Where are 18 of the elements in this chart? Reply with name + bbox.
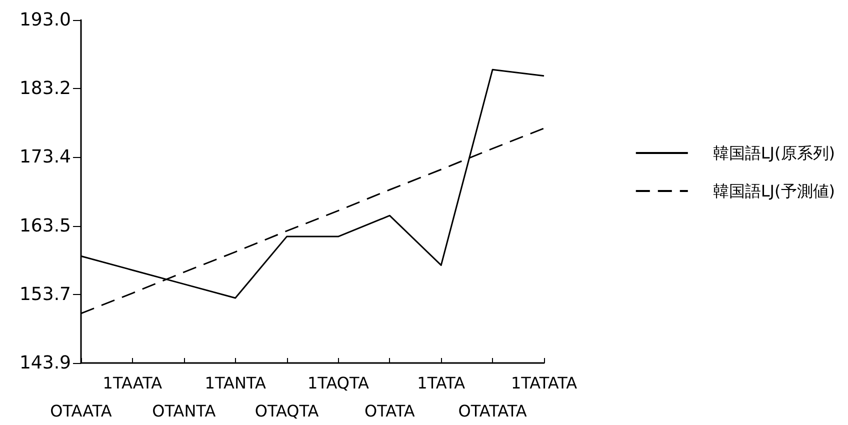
x-tick-label: 1TAATA <box>102 374 162 392</box>
y-tick-label: 183.2 <box>19 78 71 99</box>
y-tick-label: 193.0 <box>19 10 71 30</box>
x-tick-label: 1TAQTA <box>307 374 369 392</box>
y-tick-label: 173.4 <box>19 146 71 168</box>
x-tick-label: 1TATA <box>417 374 466 392</box>
x-tick-label: OTANTA <box>152 402 216 420</box>
x-tick-label: 1TATATA <box>510 374 578 392</box>
x-tick-label: OTATATA <box>458 402 527 420</box>
x-tick-label: 1TANTA <box>204 374 266 392</box>
x-tick-label: OTATA <box>364 402 415 420</box>
legend-label: 韓国語LJ(原系列) <box>712 144 836 162</box>
y-tick-label: 153.7 <box>19 284 71 306</box>
y-tick-label: 163.5 <box>19 216 71 237</box>
x-tick-label: OTAATA <box>50 402 112 420</box>
y-tick-label: 143.9 <box>19 352 71 374</box>
legend-label: 韓国語LJ(予測値) <box>712 182 836 200</box>
x-tick-label: OTAQTA <box>254 402 319 420</box>
